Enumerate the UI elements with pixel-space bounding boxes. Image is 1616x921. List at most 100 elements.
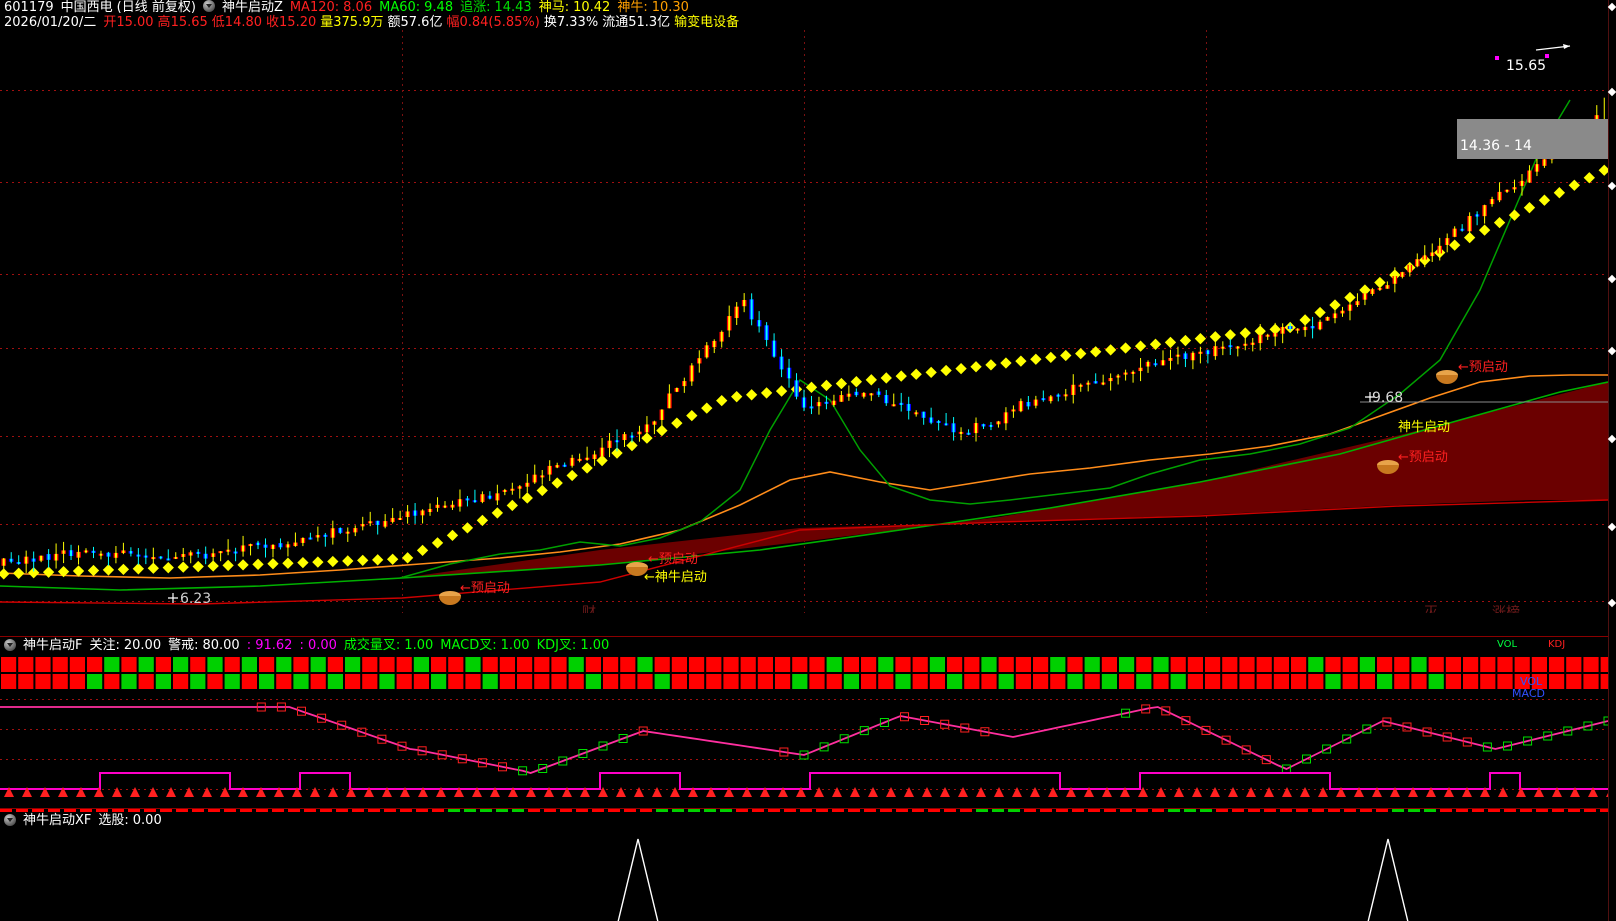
signal-marker xyxy=(1545,54,1549,58)
axis-diamond-icon xyxy=(1607,274,1616,284)
price-axis-strip[interactable] xyxy=(1607,0,1616,921)
chevron-down-circle-icon[interactable] xyxy=(4,814,16,826)
turnover-value: 7.33% xyxy=(556,15,599,30)
shenma-value: 10.42 xyxy=(573,0,611,15)
axis-diamond-icon xyxy=(1607,434,1616,444)
high-value: 15.65 xyxy=(170,15,208,30)
indicator-name[interactable]: 神牛启动Z xyxy=(221,0,283,15)
low-label: 低 xyxy=(211,15,225,30)
sector-label: 输变电设备 xyxy=(674,15,740,30)
ma60-line xyxy=(399,99,1571,579)
f-pane-canvas: VOL KDJ VOL MACD xyxy=(0,639,1608,797)
zhuizhang-dots xyxy=(0,164,1608,580)
low-price-label: 6.23 xyxy=(180,591,212,607)
vol-blue-label: VOL xyxy=(1520,675,1543,688)
gridline-vertical xyxy=(402,30,403,613)
annotation-shenniu-start: ←神牛启动 xyxy=(644,570,707,585)
xuangu-label: 选股: xyxy=(98,813,129,828)
annotation-prestart: ←预启动 xyxy=(460,581,510,596)
xf-spike xyxy=(1367,838,1409,921)
ma-green-line xyxy=(0,381,1608,591)
amount-value: 57.6亿 xyxy=(400,15,443,30)
prestart-signal-icon xyxy=(439,591,461,605)
guanzhu-value: 20.00 xyxy=(123,638,162,653)
vol-corner-label: VOL xyxy=(1497,639,1518,650)
f-value-1: : 91.62 xyxy=(246,638,293,653)
amplitude-value: 0.84(5.85%) xyxy=(459,15,540,30)
gridline-vertical xyxy=(1206,30,1207,613)
volume-label: 量 xyxy=(320,15,334,30)
xf-tick-row xyxy=(0,809,1608,812)
watermark-text: 灭 xyxy=(1424,605,1438,613)
stock-code: 601179 xyxy=(4,0,54,15)
axis-diamond-icon xyxy=(1607,87,1616,97)
low-value: 14.80 xyxy=(224,15,263,30)
macd-cross-value: 1.00 xyxy=(500,638,530,653)
vol-cross-label: 成交量叉: xyxy=(343,638,401,653)
pane-f-title[interactable]: 神牛启动F xyxy=(23,638,83,653)
low-marker-icon xyxy=(168,593,178,603)
watermark-text: 涨榜 xyxy=(1492,605,1520,613)
signal-marker xyxy=(1495,56,1499,60)
float-value: 51.3亿 xyxy=(628,15,671,30)
kdj-cross-label: KDJ叉: xyxy=(536,638,577,653)
quote-header-row-2: 2026/01/20/二 开15.00 高15.65 低14.80 收15.20 量375… xyxy=(4,15,739,30)
prestart-signal-icon xyxy=(1377,460,1399,474)
price-tooltip-box xyxy=(1457,119,1608,159)
signal-bar-row xyxy=(1,657,1608,689)
mid-marker-icon xyxy=(1365,392,1375,402)
chevron-down-circle-icon[interactable] xyxy=(4,639,16,651)
annotation-shenniu-start: 神牛启动 xyxy=(1398,420,1451,435)
ma120-value: 8.06 xyxy=(343,0,373,15)
amount-label: 额 xyxy=(387,15,401,30)
kdj-corner-label: KDJ xyxy=(1548,639,1565,650)
xf-pane-canvas xyxy=(0,809,1608,921)
shenma-label: 神马: xyxy=(538,0,570,15)
band-upper-line xyxy=(0,499,1608,605)
ma120-line xyxy=(0,374,1608,579)
quote-date: 2026/01/20/二 xyxy=(4,15,97,30)
axis-diamond-icon xyxy=(1607,522,1616,532)
zhuizhang-value: 14.43 xyxy=(494,0,532,15)
ma60-value: 9.48 xyxy=(424,0,454,15)
watermark-text: 财 xyxy=(582,605,596,613)
chevron-down-circle-icon[interactable] xyxy=(202,0,215,12)
period-label: (日线 前复权) xyxy=(116,0,196,15)
close-value: 15.20 xyxy=(279,15,317,30)
shenniu-label: 神牛: xyxy=(617,0,648,15)
axis-diamond-icon xyxy=(1607,2,1616,12)
axis-diamond-icon xyxy=(1607,181,1616,191)
jingjie-value: 80.00 xyxy=(202,638,240,653)
annotation-prestart: ←预启动 xyxy=(648,552,698,567)
open-value: 15.00 xyxy=(116,15,154,30)
price-tooltip-text: 14.36 - 14 xyxy=(1460,138,1532,154)
axis-diamond-icon xyxy=(1607,346,1616,356)
pane-f-header: 神牛启动F 关注: 20.00 警戒: 80.00: 91.62: 0.00 成交量叉: 1… xyxy=(0,637,609,654)
oscillator-pink-line xyxy=(0,706,1608,774)
quote-header: 601179 中国西电 (日线 前复权) 神牛启动Z MA120: 8.06 MA60: 9.… xyxy=(0,0,1616,30)
gridline-vertical xyxy=(804,30,805,613)
stock-name: 中国西电 xyxy=(60,0,113,15)
close-label: 收 xyxy=(266,15,280,30)
amplitude-label: 幅 xyxy=(446,15,460,30)
f-gridlines xyxy=(0,699,1604,790)
annotation-prestart: ←预启动 xyxy=(1458,360,1508,375)
annotation-prestart: ←预启动 xyxy=(1398,450,1448,465)
high-price-label: 15.65 xyxy=(1506,58,1547,74)
ma60-label: MA60: xyxy=(379,0,421,15)
mid-price-label: 9.68 xyxy=(1372,390,1404,406)
macd-blue-label: MACD xyxy=(1512,687,1545,700)
shenniu-xf-pane[interactable]: 神牛启动XF 选股: 0.00 xyxy=(0,808,1608,921)
shenniu-f-pane[interactable]: 神牛启动F 关注: 20.00 警戒: 80.00: 91.62: 0.00 成交量叉: 1… xyxy=(0,636,1608,808)
shenniu-value: 10.30 xyxy=(651,0,689,15)
ma120-label: MA120: xyxy=(289,0,340,15)
float-label: 流通 xyxy=(602,15,629,30)
price-chart-pane[interactable]: 财 灭 涨榜 xyxy=(0,30,1608,613)
high-label: 高 xyxy=(157,15,171,30)
pane-xf-title[interactable]: 神牛启动XF xyxy=(23,813,92,828)
pane-xf-header: 神牛启动XF 选股: 0.00 xyxy=(0,812,162,829)
prestart-signal-icon xyxy=(1436,370,1458,384)
trigger-triangle-row xyxy=(4,787,1608,797)
square-wave-line xyxy=(0,772,1608,790)
